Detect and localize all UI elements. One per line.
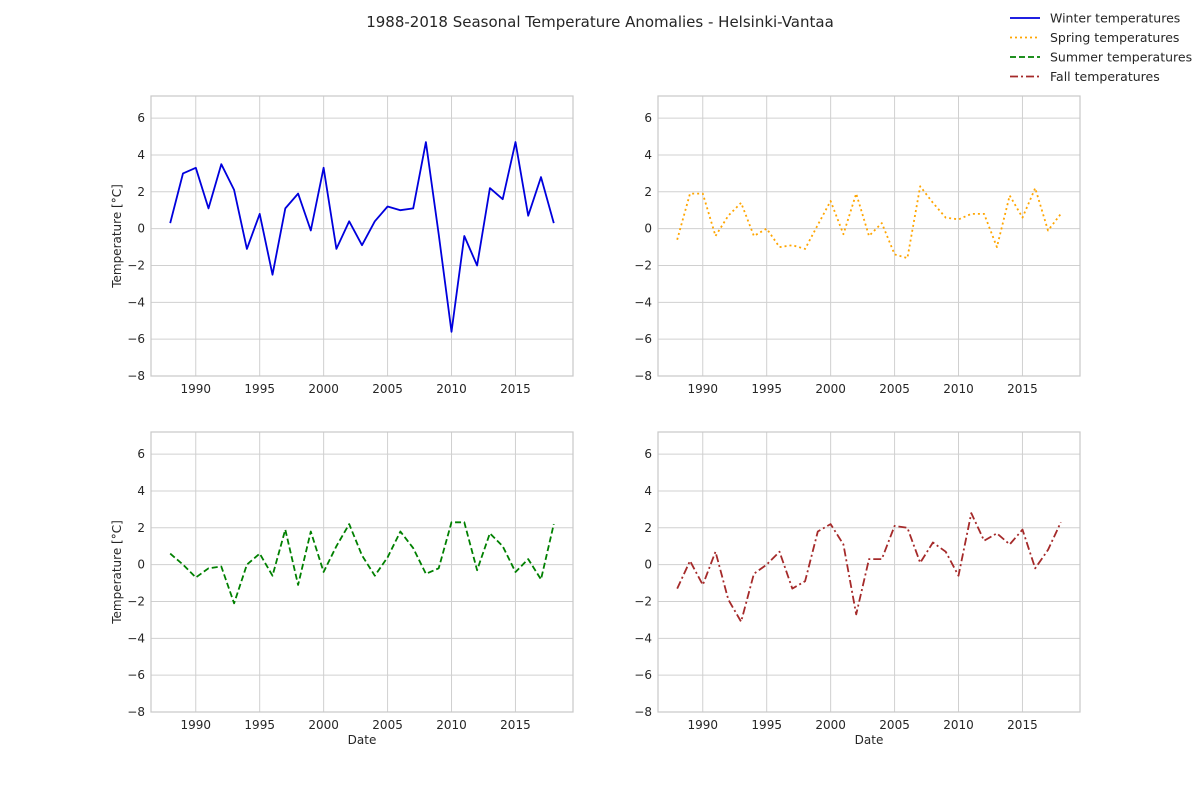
series-line-solid <box>169 141 555 333</box>
y-tick-label: 2 <box>644 185 652 199</box>
y-tick-label: 4 <box>644 484 652 498</box>
x-tick-label: 2015 <box>500 718 531 732</box>
y-tick-label: 6 <box>644 111 652 125</box>
figure-title: 1988-2018 Seasonal Temperature Anomalies… <box>366 13 834 31</box>
x-tick-label: 2000 <box>815 718 846 732</box>
y-axis-label: Temperature [°C] <box>110 520 124 625</box>
legend-label: Winter temperatures <box>1050 11 1180 26</box>
legend-item: Spring temperatures <box>1010 30 1179 45</box>
y-tick-label: 4 <box>137 484 145 498</box>
y-tick-label: −8 <box>634 369 652 383</box>
axes-frame <box>657 95 1081 377</box>
series-line-dashed <box>169 521 555 605</box>
y-tick-label: 0 <box>137 222 145 236</box>
x-tick-label: 2010 <box>436 382 467 396</box>
axes-frame <box>150 95 574 377</box>
y-tick-label: 0 <box>644 222 652 236</box>
y-tick-label: −2 <box>634 258 652 272</box>
subplot-2: −8 −6 −4 −2 0 2 4 6 1990 1995 2000 2005 2010 2015 <box>634 95 1081 396</box>
x-tick-label: 2005 <box>372 718 403 732</box>
series-line-dashdot <box>676 512 1062 623</box>
y-tick-label: −6 <box>634 332 652 346</box>
x-tick-label: 2015 <box>500 382 531 396</box>
y-tick-label: −2 <box>127 258 145 272</box>
x-tick-label: 2000 <box>815 382 846 396</box>
y-tick-label: 0 <box>137 558 145 572</box>
y-tick-label: 6 <box>644 447 652 461</box>
y-tick-label: −2 <box>634 594 652 608</box>
x-tick-label: 1995 <box>751 718 782 732</box>
y-tick-label: 2 <box>137 185 145 199</box>
series-line-dotted <box>676 185 1062 260</box>
axes-frame <box>150 431 574 713</box>
y-tick-label: −6 <box>127 332 145 346</box>
x-tick-label: 2015 <box>1007 382 1038 396</box>
x-tick-label: 2010 <box>943 718 974 732</box>
subplot-4: −8 −6 −4 −2 0 2 4 6 1990 1995 2000 2005 2010 2015 Date <box>634 431 1081 747</box>
subplot-3: −8 −6 −4 −2 0 2 4 6 1990 1995 2000 2005 2010 2015 Date… <box>110 431 574 747</box>
legend-label: Spring temperatures <box>1050 30 1179 45</box>
legend-item: Winter temperatures <box>1010 11 1180 26</box>
x-tick-label: 2005 <box>372 382 403 396</box>
y-tick-label: 4 <box>644 148 652 162</box>
y-tick-label: −4 <box>127 631 145 645</box>
y-tick-label: −2 <box>127 594 145 608</box>
y-tick-label: 0 <box>644 558 652 572</box>
x-tick-label: 2010 <box>436 718 467 732</box>
x-tick-label: 2005 <box>879 718 910 732</box>
y-tick-label: −6 <box>634 668 652 682</box>
x-tick-label: 2005 <box>879 382 910 396</box>
y-tick-label: −4 <box>634 631 652 645</box>
x-axis-label: Date <box>348 733 377 747</box>
x-tick-label: 2000 <box>308 718 339 732</box>
y-tick-label: −8 <box>127 369 145 383</box>
x-tick-label: 2010 <box>943 382 974 396</box>
subplot-1: −8 −6 −4 −2 0 2 4 6 1990 1995 2000 2005 2010 2015 Temp… <box>110 95 574 396</box>
y-tick-label: −6 <box>127 668 145 682</box>
x-tick-label: 1990 <box>180 382 211 396</box>
legend-label: Summer temperatures <box>1050 50 1192 65</box>
y-tick-label: 4 <box>137 148 145 162</box>
legend: Winter temperatures Spring temperatures Su… <box>1010 11 1192 84</box>
legend-item: Fall temperatures <box>1010 69 1160 84</box>
y-tick-label: −4 <box>127 295 145 309</box>
legend-item: Summer temperatures <box>1010 50 1192 65</box>
y-axis-label: Temperature [°C] <box>110 184 124 289</box>
x-tick-label: 1995 <box>751 382 782 396</box>
x-tick-label: 1995 <box>244 382 275 396</box>
y-tick-label: 2 <box>644 521 652 535</box>
y-tick-label: 6 <box>137 111 145 125</box>
x-tick-label: 1990 <box>687 382 718 396</box>
y-tick-label: −8 <box>127 705 145 719</box>
x-tick-label: 1995 <box>244 718 275 732</box>
y-tick-label: −4 <box>634 295 652 309</box>
x-tick-label: 1990 <box>180 718 211 732</box>
x-tick-label: 2015 <box>1007 718 1038 732</box>
axes-frame <box>657 431 1081 713</box>
y-tick-label: 6 <box>137 447 145 461</box>
x-tick-label: 1990 <box>687 718 718 732</box>
y-tick-label: −8 <box>634 705 652 719</box>
y-tick-label: 2 <box>137 521 145 535</box>
legend-label: Fall temperatures <box>1050 69 1160 84</box>
x-tick-label: 2000 <box>308 382 339 396</box>
x-axis-label: Date <box>855 733 884 747</box>
